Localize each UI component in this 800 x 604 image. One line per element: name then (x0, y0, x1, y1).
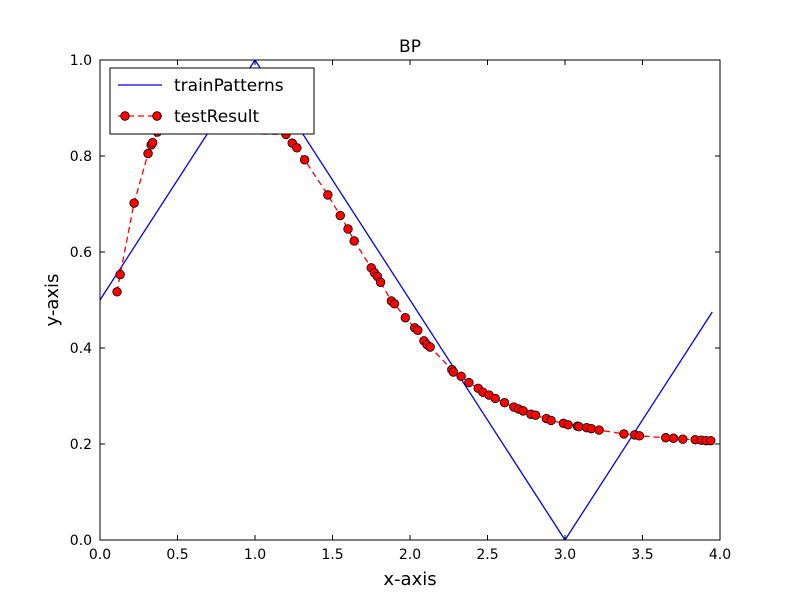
y-tick-label: 0.6 (70, 245, 92, 261)
x-axis-label: x-axis (383, 569, 436, 590)
data-point-testResult-34 (490, 393, 500, 404)
data-point-testResult-35 (499, 398, 510, 408)
y-tick-label: 1.0 (70, 53, 92, 69)
x-tick-label: 0.5 (166, 547, 188, 563)
data-point-testResult-54 (668, 433, 679, 443)
x-tick-label: 2.5 (476, 547, 498, 563)
legend: trainPatterns testResult (109, 67, 315, 135)
series-line-testResult (116, 131, 711, 442)
data-point-testResult-26 (425, 342, 435, 352)
x-tick-label: 1.0 (244, 547, 266, 563)
y-axis-label: y-axis (42, 274, 63, 327)
y-tick-label: 0.0 (70, 533, 92, 549)
data-point-testResult-50 (619, 429, 629, 439)
data-point-testResult-55 (678, 434, 688, 444)
data-point-testResult-23 (413, 325, 423, 335)
data-point-testResult-5 (147, 137, 158, 148)
data-point-testResult-0 (112, 287, 122, 297)
data-point-testResult-59 (706, 435, 716, 446)
y-tick-label: 0.4 (70, 341, 92, 357)
x-tick-label: 0.0 (89, 547, 111, 563)
y-tick-label: 0.2 (70, 437, 92, 453)
legend-swatch-marker (152, 111, 162, 121)
chart-title: BP (399, 37, 421, 57)
data-point-testResult-10 (299, 155, 310, 165)
legend-label: trainPatterns (174, 76, 284, 96)
x-tick-label: 3.0 (554, 547, 576, 563)
y-tick-label: 0.8 (70, 149, 92, 165)
data-point-testResult-38 (518, 406, 528, 416)
axes: 0.0 0.5 1.0 1.5 2.0 2.5 3.0 3.5 4.0 0.0 0.2 0.4 0.6 0… (70, 53, 731, 563)
data-point-testResult-40 (530, 410, 541, 420)
data-point-testResult-13 (343, 224, 353, 234)
data-point-testResult-46 (574, 422, 584, 432)
x-tick-label: 1.5 (321, 547, 343, 563)
data-point-testResult-30 (464, 377, 474, 388)
x-tick-label: 2.0 (399, 547, 421, 563)
data-point-testResult-44 (563, 420, 573, 430)
data-point-testResult-42 (546, 415, 556, 426)
data-point-testResult-12 (335, 210, 345, 221)
data-point-testResult-21 (400, 313, 411, 323)
data-point-testResult-9 (292, 143, 302, 153)
legend-box (109, 67, 315, 135)
x-tick-label: 3.5 (631, 547, 653, 563)
data-point-testResult-49 (594, 425, 604, 435)
data-point-testResult-20 (389, 299, 400, 309)
data-point-testResult-48 (586, 423, 597, 434)
data-point-testResult-14 (349, 236, 359, 246)
data-point-testResult-52 (634, 431, 645, 441)
data-point-testResult-18 (375, 277, 386, 287)
data-point-testResult-29 (456, 371, 466, 382)
data-point-testResult-11 (323, 190, 333, 200)
data-point-testResult-1 (115, 269, 125, 280)
data-point-testResult-28 (448, 367, 459, 377)
data-point-testResult-53 (661, 433, 671, 443)
data-point-testResult-2 (129, 198, 139, 208)
data-point-testResult-3 (143, 148, 153, 159)
legend-swatch-marker (120, 111, 130, 121)
legend-label: testResult (174, 107, 260, 127)
x-tick-label: 4.0 (709, 547, 731, 563)
series-line-trainPatterns (100, 60, 713, 540)
